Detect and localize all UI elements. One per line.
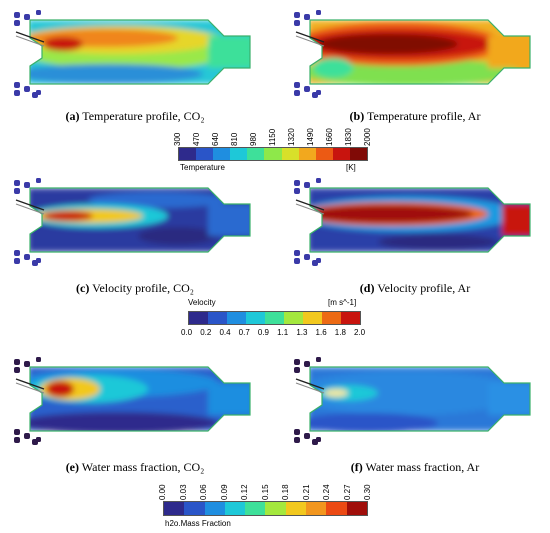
- velocity-colorbar-swatch: [303, 312, 322, 324]
- temperature-colorbar-tick-label: 2000: [363, 128, 372, 146]
- velocity-colorbar: Velocity [m s^-1] 0.0 0.2 0.4 0.7 0.9 1.1 1.3 1…: [178, 298, 378, 346]
- caption-b: (b) Temperature profile, Ar: [349, 109, 481, 123]
- water-colorbar-tick-label: 0.15: [260, 484, 270, 500]
- caption-a: (a) Temperature profile, CO₂: [65, 109, 205, 123]
- water-colorbar-swatch: [285, 502, 307, 515]
- temperature-colorbar-unit: [K]: [346, 163, 356, 172]
- temperature-colorbar-swatch: [349, 148, 368, 160]
- velocity-colorbar-swatch: [265, 312, 284, 324]
- contour-panel-f: [288, 353, 538, 445]
- velocity-colorbar-swatch: [246, 312, 265, 324]
- water-colorbar-swatches: [163, 501, 368, 516]
- water-colorbar-swatch: [326, 502, 347, 515]
- velocity-colorbar-swatch: [322, 312, 341, 324]
- water-colorbar-swatch: [204, 502, 225, 515]
- velocity-colorbar-tick-label: 0.2: [200, 328, 212, 337]
- water-colorbar-tick-label: 0.03: [178, 484, 188, 500]
- water-colorbar-tick-label: 0.12: [240, 484, 249, 500]
- contour-panel-c: [8, 174, 258, 266]
- temperature-colorbar-swatch: [247, 148, 265, 160]
- water-colorbar-tick-label: 0.00: [158, 484, 167, 500]
- water-colorbar-tick-label: 0.18: [281, 484, 290, 500]
- temperature-colorbar-tick-label: 300: [173, 132, 182, 146]
- temperature-colorbar-tick-label: 470: [192, 132, 201, 146]
- velocity-colorbar-tick-label: 1.6: [315, 328, 327, 337]
- temperature-colorbar-title: Temperature: [180, 163, 225, 172]
- caption-f: (f) Water mass fraction, Ar: [350, 460, 480, 474]
- temperature-colorbar-tick-label: 810: [230, 132, 239, 146]
- temperature-colorbar-swatch: [264, 148, 282, 160]
- water-colorbar-swatch: [306, 502, 327, 515]
- velocity-colorbar-title: Velocity: [188, 298, 216, 307]
- temperature-colorbar-tick-label: 1490: [306, 128, 315, 146]
- water-colorbar-tick-label: 0.21: [301, 484, 311, 500]
- temperature-colorbar-swatches: [178, 147, 368, 161]
- water-colorbar-tick-label: 0.24: [322, 484, 331, 500]
- water-colorbar-tick-label: 0.09: [219, 484, 229, 500]
- temperature-colorbar-swatch: [196, 148, 214, 160]
- velocity-colorbar-swatch: [341, 312, 360, 324]
- temperature-colorbar-tick-label: 640: [211, 132, 220, 146]
- velocity-colorbar-swatch: [208, 312, 227, 324]
- water-colorbar-swatch: [265, 502, 286, 515]
- velocity-colorbar-tick-label: 0.0: [181, 328, 193, 337]
- temperature-colorbar-swatch: [298, 148, 316, 160]
- temperature-colorbar-swatch: [230, 148, 248, 160]
- velocity-colorbar-swatch: [189, 312, 208, 324]
- water-colorbar-swatch: [224, 502, 246, 515]
- water-colorbar-tick-label: 0.30: [363, 484, 372, 500]
- caption-c: (c) Velocity profile, CO₂: [76, 281, 194, 295]
- temperature-colorbar: 300 470 640 810 980 1150 1320 1490 1660 1830 2000 …: [173, 124, 378, 176]
- temperature-colorbar-tick-label: 1320: [287, 128, 296, 146]
- water-colorbar-tick-label: 0.27: [342, 484, 352, 500]
- temperature-colorbar-swatch: [332, 148, 350, 160]
- caption-e: (e) Water mass fraction, CO₂: [65, 460, 205, 474]
- contour-panel-e: [8, 353, 258, 445]
- temperature-colorbar-swatch: [315, 148, 333, 160]
- water-colorbar-swatch: [346, 502, 367, 515]
- velocity-colorbar-tick-label: 0.4: [219, 328, 231, 337]
- temperature-colorbar-tick-label: 980: [249, 132, 258, 146]
- contour-panel-a: [8, 6, 258, 98]
- water-colorbar: 0.00 0.03 0.06 0.09 0.12 0.15 0.18 0.21 0.24 0.27…: [158, 476, 383, 532]
- water-colorbar-swatch: [184, 502, 205, 515]
- velocity-colorbar-tick-label: 1.1: [277, 328, 289, 337]
- velocity-colorbar-tick-label: 1.8: [334, 328, 346, 337]
- temperature-colorbar-tick-label: 1830: [344, 128, 353, 146]
- temperature-colorbar-swatch: [213, 148, 231, 160]
- velocity-colorbar-tick-label: 2.0: [354, 328, 366, 337]
- water-colorbar-swatch: [164, 502, 185, 515]
- velocity-colorbar-swatch: [284, 312, 303, 324]
- temperature-colorbar-swatch: [281, 148, 299, 160]
- water-colorbar-swatch: [245, 502, 266, 515]
- velocity-colorbar-tick-label: 1.3: [296, 328, 308, 337]
- velocity-colorbar-tick-label: 0.9: [257, 328, 269, 337]
- velocity-colorbar-unit: [m s^-1]: [328, 298, 357, 307]
- contour-panel-b: [288, 6, 538, 98]
- temperature-colorbar-swatch: [179, 148, 197, 160]
- contour-panel-d: [288, 174, 538, 266]
- temperature-colorbar-tick-label: 1150: [268, 128, 277, 146]
- water-colorbar-tick-label: 0.06: [199, 484, 208, 500]
- velocity-colorbar-tick-label: 0.7: [238, 328, 250, 337]
- water-colorbar-title: h2o.Mass Fraction: [165, 519, 231, 528]
- temperature-colorbar-tick-label: 1660: [325, 128, 334, 146]
- velocity-colorbar-swatch: [227, 312, 246, 324]
- velocity-colorbar-swatches: [188, 311, 361, 325]
- caption-d: (d) Velocity profile, Ar: [359, 281, 471, 295]
